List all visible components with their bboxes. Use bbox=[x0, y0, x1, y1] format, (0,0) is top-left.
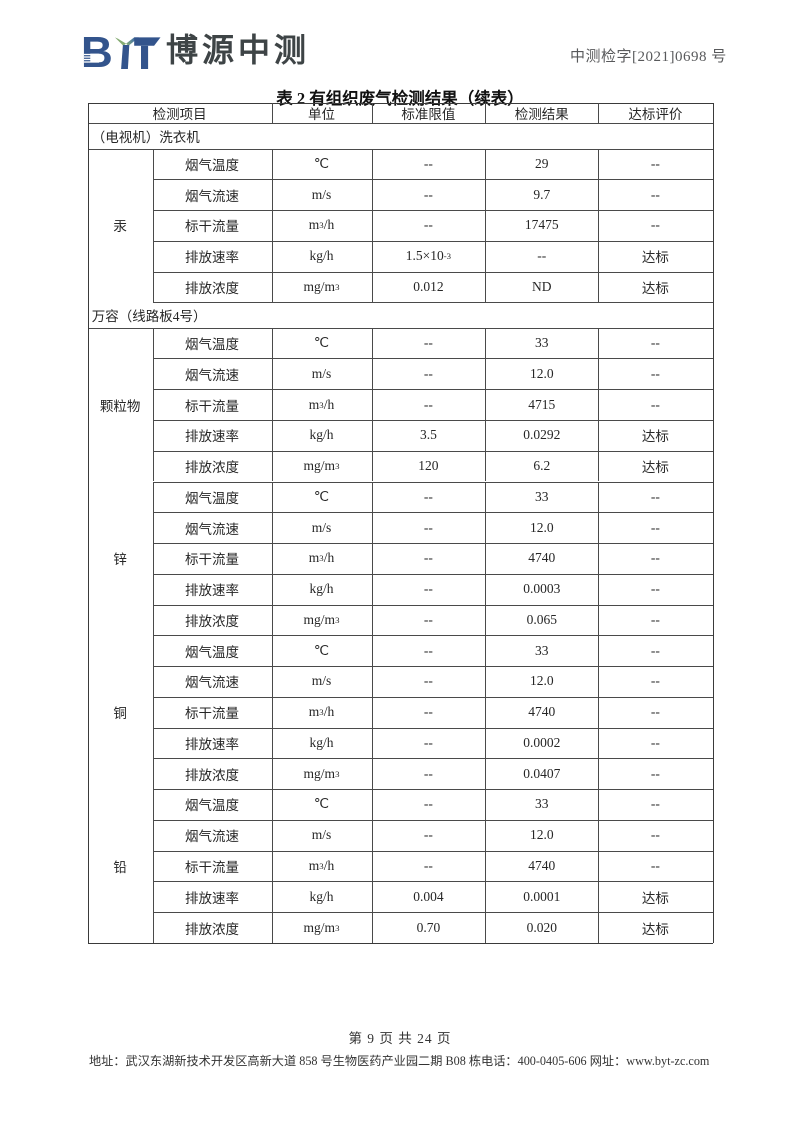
svg-text:B: B bbox=[83, 33, 112, 71]
